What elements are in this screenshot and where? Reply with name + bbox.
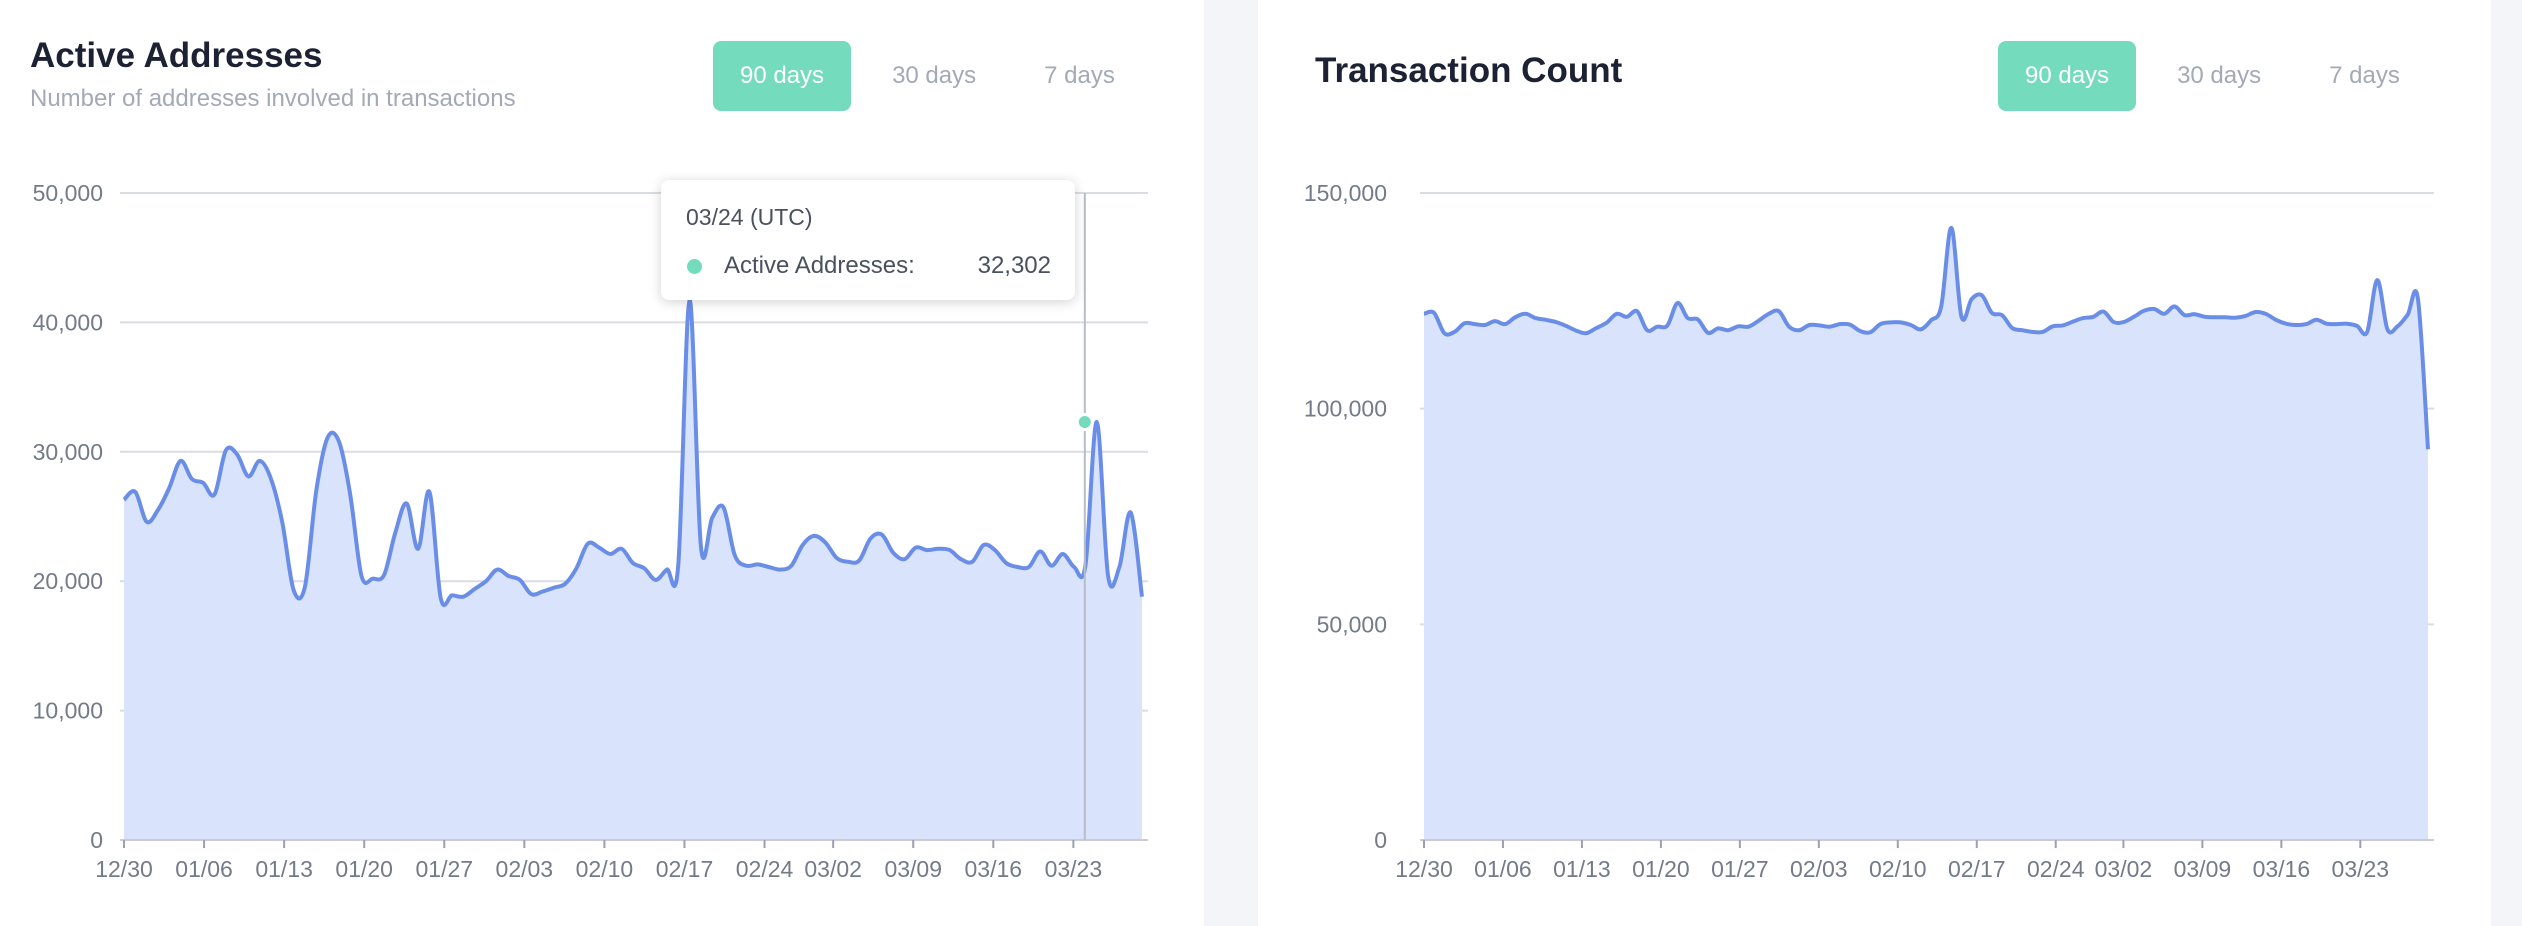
x-tick-label: 01/13 bbox=[1553, 856, 1611, 882]
range-selector-right: 90 days 30 days 7 days bbox=[1998, 41, 2441, 111]
x-tick-label: 12/30 bbox=[1395, 856, 1453, 882]
x-tick-label: 03/02 bbox=[804, 856, 862, 882]
x-tick-label: 01/20 bbox=[335, 856, 393, 882]
series-line bbox=[122, 298, 1144, 607]
active-addresses-subtitle: Number of addresses involved in transact… bbox=[30, 85, 516, 112]
chart-tooltip: 03/24 (UTC) Active Addresses: 32,302 bbox=[661, 180, 1075, 300]
transaction-count-chart[interactable]: 0 50,000 100,000 150,000 12/30 01/06 01/13 01/2… bbox=[1258, 0, 2491, 926]
x-tick-label: 03/16 bbox=[965, 856, 1023, 882]
x-tick-label: 03/23 bbox=[2332, 856, 2390, 882]
active-addresses-panel: Active Addresses Number of addresses inv… bbox=[0, 0, 1204, 926]
x-tick-label: 01/13 bbox=[255, 856, 313, 882]
x-tick-label: 01/06 bbox=[1474, 856, 1532, 882]
tooltip-series-dot bbox=[687, 259, 702, 274]
area-fill bbox=[124, 300, 1142, 841]
series-line bbox=[1423, 225, 2430, 450]
range-7-days-button[interactable]: 7 days bbox=[1044, 62, 1115, 89]
y-tick-label: 50,000 bbox=[33, 180, 103, 206]
range-90-days-button[interactable]: 90 days bbox=[1998, 41, 2137, 111]
transaction-count-title: Transaction Count bbox=[1315, 51, 1623, 90]
y-tick-label: 10,000 bbox=[33, 698, 103, 724]
x-tick-label: 02/03 bbox=[1790, 856, 1848, 882]
y-tick-label: 50,000 bbox=[1317, 611, 1387, 637]
x-tick-label: 01/20 bbox=[1632, 856, 1690, 882]
y-tick-label: 20,000 bbox=[33, 568, 103, 594]
y-tick-label: 0 bbox=[1374, 827, 1387, 853]
tooltip-date: 03/24 (UTC) bbox=[686, 204, 813, 230]
x-tick-label: 03/23 bbox=[1045, 856, 1103, 882]
active-addresses-title: Active Addresses bbox=[30, 36, 323, 75]
x-tick-label: 02/24 bbox=[736, 856, 794, 882]
y-tick-label: 100,000 bbox=[1304, 396, 1387, 422]
x-tick-label: 01/27 bbox=[1711, 856, 1769, 882]
x-tick-label: 02/17 bbox=[1948, 856, 2006, 882]
y-tick-label: 30,000 bbox=[33, 439, 103, 465]
highlight-point[interactable] bbox=[1078, 416, 1091, 429]
range-30-days-button[interactable]: 30 days bbox=[892, 62, 977, 89]
x-tick-label: 01/06 bbox=[175, 856, 233, 882]
x-tick-label: 02/03 bbox=[496, 856, 554, 882]
y-tick-label: 0 bbox=[90, 827, 103, 853]
x-tick-label: 02/10 bbox=[1869, 856, 1927, 882]
range-30-days-button[interactable]: 30 days bbox=[2177, 62, 2262, 89]
transaction-count-panel: Transaction Count 90 days 30 days 7 days… bbox=[1258, 0, 2491, 926]
tooltip-series-label: Active Addresses: bbox=[724, 252, 915, 279]
x-tick-label: 01/27 bbox=[415, 856, 473, 882]
x-tick-label: 03/02 bbox=[2095, 856, 2153, 882]
x-tick-label: 03/16 bbox=[2253, 856, 2311, 882]
tooltip-value: 32,302 bbox=[977, 252, 1051, 279]
x-tick-label: 02/17 bbox=[656, 856, 714, 882]
range-selector-left: 90 days 30 days 7 days bbox=[713, 41, 1156, 111]
area-fill bbox=[1424, 227, 2428, 841]
x-tick-label: 02/24 bbox=[2027, 856, 2085, 882]
y-tick-label: 150,000 bbox=[1304, 180, 1387, 206]
x-tick-label: 02/10 bbox=[576, 856, 634, 882]
range-90-days-button[interactable]: 90 days bbox=[713, 41, 852, 111]
range-7-days-button[interactable]: 7 days bbox=[2329, 62, 2400, 89]
x-tick-label: 03/09 bbox=[2174, 856, 2232, 882]
x-tick-label: 12/30 bbox=[95, 856, 153, 882]
y-tick-label: 40,000 bbox=[33, 309, 103, 335]
x-tick-label: 03/09 bbox=[884, 856, 942, 882]
active-addresses-chart[interactable]: 0 10,000 20,000 30,000 40,000 50,000 12/30 01/0… bbox=[0, 0, 1204, 926]
